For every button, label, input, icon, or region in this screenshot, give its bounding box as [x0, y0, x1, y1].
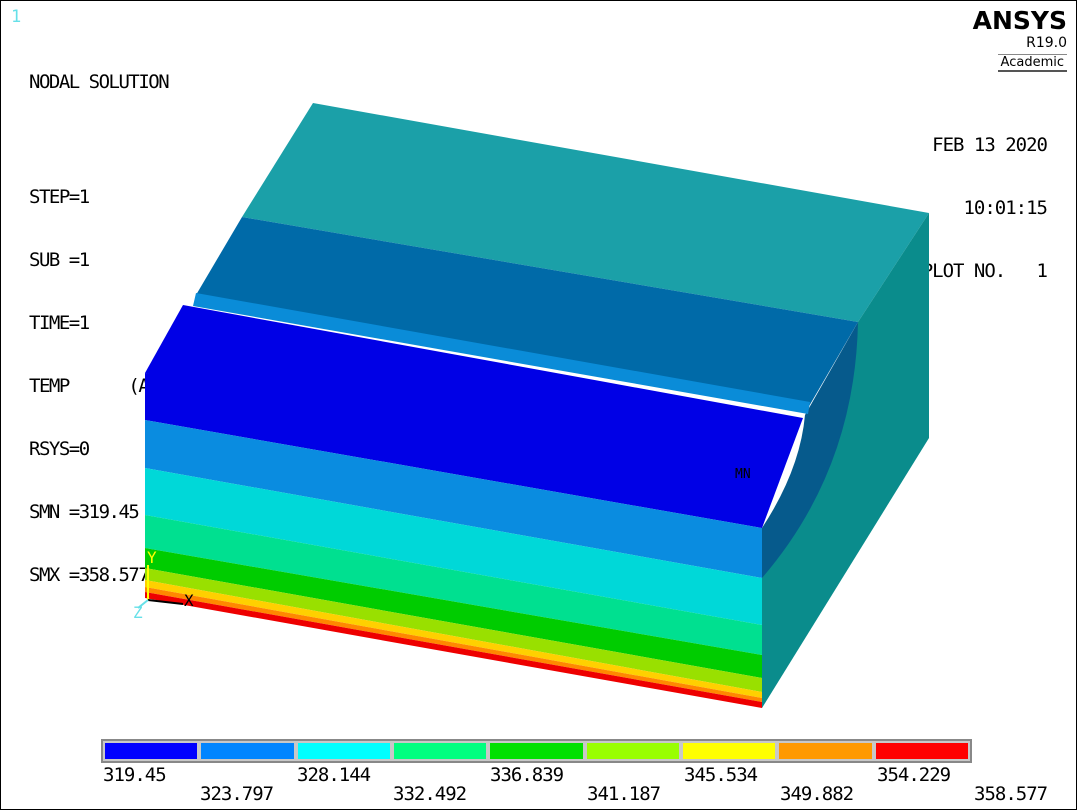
min-marker: MN [735, 467, 751, 482]
legend-swatch [584, 741, 681, 761]
front-band-2 [145, 420, 762, 578]
legend-tick-label: 323.797 [200, 783, 274, 805]
info-time: TIME=1 [29, 312, 90, 334]
window-number: 1 [11, 7, 22, 27]
legend-swatch [488, 741, 585, 761]
legend-swatch [295, 741, 392, 761]
front-band-7 [145, 580, 762, 698]
legend-tick-label: 349.882 [780, 783, 854, 805]
legend-tick-label: 354.229 [877, 764, 951, 786]
front-band-5 [145, 548, 762, 678]
legend-tick-label: 336.839 [490, 764, 564, 786]
front-band-9 [145, 592, 762, 708]
contour-legend-bar [101, 739, 972, 763]
front-band-1 [145, 373, 762, 528]
channel-back-wall [196, 217, 858, 408]
legend-swatch [103, 741, 200, 761]
info-smx: SMX =358.577 [29, 564, 150, 586]
solution-title: NODAL SOLUTION [29, 71, 170, 93]
logo-name: ANSYS [972, 6, 1067, 35]
legend-tick-label: 319.45 [103, 764, 167, 786]
legend-swatch [391, 741, 489, 761]
legend-tick-label: 345.534 [684, 764, 758, 786]
plot-time: 10:01:15 [963, 197, 1048, 219]
legend-swatch [873, 741, 970, 761]
front-band-4 [145, 515, 762, 655]
channel-end-curve [762, 322, 858, 578]
logo-license: Academic [997, 54, 1067, 72]
front-band-3 [145, 468, 762, 625]
model-right-face [762, 213, 929, 708]
plot-meta: FEB 13 2020 10:01:15 PLOT NO. 1 [921, 93, 1048, 303]
info-rsys: RSYS=0 [29, 438, 90, 460]
info-smn: SMN =319.45 [29, 501, 140, 523]
front-band-8 [145, 587, 762, 702]
legend-swatch [777, 741, 874, 761]
legend-tick-label: 332.492 [393, 783, 467, 805]
triad-z-label: Z [133, 603, 143, 622]
model-top-face [242, 103, 929, 322]
legend-tick-label: 328.144 [297, 764, 371, 786]
legend-tick-label: 341.187 [587, 783, 661, 805]
info-step: STEP=1 [29, 186, 90, 208]
axis-triad: Y X Z [133, 548, 194, 622]
info-sub: SUB =1 [29, 249, 90, 271]
triad-y-label: Y [147, 548, 157, 567]
logo-version: R19.0 [1026, 35, 1067, 51]
legend-swatch [199, 741, 296, 761]
plot-number: PLOT NO. 1 [921, 260, 1048, 282]
legend-swatch [680, 741, 778, 761]
plot-date: FEB 13 2020 [932, 134, 1048, 156]
triad-x-label: X [184, 591, 194, 610]
ansys-logo: ANSYS R19.0 Academic [972, 6, 1067, 72]
channel-rib [193, 293, 810, 414]
legend-tick-label: 358.577 [974, 783, 1048, 805]
front-band-6 [145, 568, 762, 692]
